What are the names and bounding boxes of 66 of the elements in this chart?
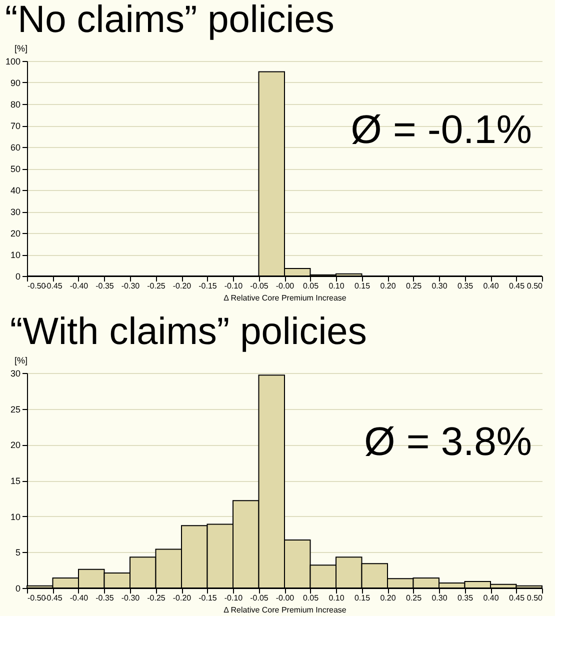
x-tick-label: -0.20 [172,594,192,602]
y-tick-label: 30 [10,368,20,378]
x-tick-label: 0.50 [526,282,544,290]
x-tick-label: -0.15 [198,594,218,602]
x-tick-label: -0.20 [172,282,192,290]
y-tick-label: 60 [10,142,20,152]
x-tick-label: -0.05 [250,594,269,602]
x-tick-label: 0.45 [508,282,526,290]
chart-title: “With claims” policies [10,311,367,353]
x-tick-label: 0.35 [457,282,474,290]
x-tick-label: -0.00 [276,594,295,602]
x-tick-label: 0.40 [483,594,500,602]
y-tick-label: 70 [10,121,20,131]
y-tick-label: 80 [10,100,20,110]
x-tick-label: 0.10 [328,594,345,602]
x-tick-label: 0.15 [354,282,371,290]
x-tick-label: 0.40 [483,282,500,290]
x-tick-label: -0.00 [276,282,295,290]
x-tick-label: -0.30 [121,282,140,290]
x-tick-label: 0.30 [432,282,448,290]
y-tick-label: 10 [10,250,20,260]
x-tick-label: 0.50 [526,594,544,602]
x-axis-title: Δ Relative Core Premium Increase [224,294,347,302]
x-tick-label: -0.30 [121,594,140,602]
y-tick-label: 50 [10,164,20,174]
x-tick-label: 0.20 [380,594,396,602]
x-tick-label: 0.45 [508,594,526,602]
x-tick-label: 0.05 [302,594,320,602]
x-tick-label: -0.45 [44,282,63,290]
x-tick-label: -0.45 [44,594,63,602]
x-tick-label: -0.15 [198,282,218,290]
y-tick-label: 15 [10,476,20,486]
annotation: Ø = -0.1% [350,108,532,152]
y-tick-label: 0 [15,272,20,282]
x-tick-label: 0.25 [406,594,422,602]
y-tick-label: 0 [15,584,20,594]
y-tick-label: 90 [10,78,20,88]
x-axis-title: Δ Relative Core Premium Increase [224,606,347,614]
x-tick-label: -0.05 [250,282,269,290]
chart-title: “No claims” policies [4,0,334,41]
y-tick-label: 25 [10,404,20,414]
y-axis-title: [%] [14,44,28,54]
y-tick-label: 40 [10,186,20,196]
x-tick-label: 0.15 [354,594,371,602]
x-tick-label: -0.10 [224,282,244,290]
y-axis-title: [%] [14,356,28,366]
x-tick-label: 0.30 [432,594,448,602]
x-tick-label: -0.35 [96,594,114,602]
x-tick-label: 0.20 [380,282,396,290]
x-tick-label: -0.40 [70,282,89,290]
annotation: Ø = 3.8% [364,420,532,464]
x-tick-label: -0.25 [147,282,166,290]
x-tick-label: 0.25 [406,282,422,290]
x-tick-label: -0.40 [70,594,89,602]
y-tick-label: 30 [10,207,20,217]
y-tick-label: 20 [10,228,20,238]
x-tick-label: -0.10 [224,594,244,602]
x-tick-label: 0.05 [302,282,320,290]
x-tick-label: -0.35 [96,282,114,290]
y-tick-label: 100 [5,56,20,66]
y-tick-label: 20 [10,440,20,450]
x-tick-label: -0.25 [147,594,166,602]
x-tick-label: 0.10 [328,282,345,290]
y-tick-label: 5 [15,548,20,558]
x-tick-label: 0.35 [457,594,474,602]
y-tick-label: 10 [10,512,20,522]
